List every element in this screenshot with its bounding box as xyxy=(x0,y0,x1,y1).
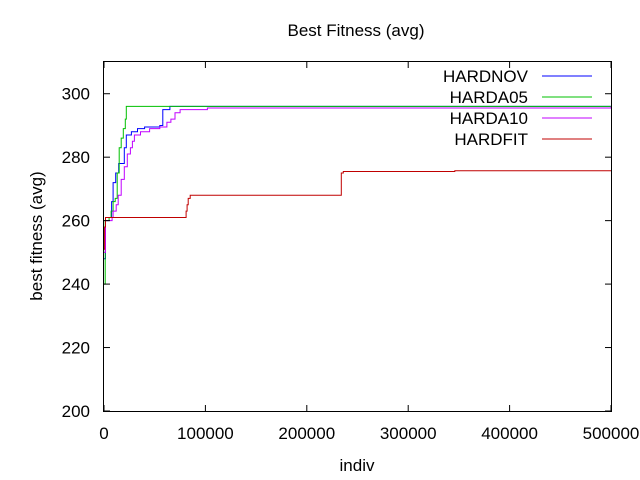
y-tick-label: 240 xyxy=(62,275,90,294)
y-tick-label: 200 xyxy=(62,402,90,421)
legend: HARDNOV HARDA05 HARDA10 HARDFIT xyxy=(443,67,592,149)
series-line-hardfit xyxy=(104,170,612,250)
legend-label: HARDA05 xyxy=(450,88,528,107)
x-tick-label: 0 xyxy=(99,424,108,443)
x-tick-label: 400000 xyxy=(481,424,538,443)
y-axis-label: best fitness (avg) xyxy=(27,171,46,300)
plot-border xyxy=(103,61,612,412)
x-axis-label: indiv xyxy=(340,456,375,475)
series-line-hardnov xyxy=(104,105,611,260)
tick-layer: 0 100000 200000 300000 400000 500000 200 220 240… xyxy=(62,62,640,443)
y-tick-label: 280 xyxy=(62,148,90,167)
x-tick-label: 200000 xyxy=(278,424,335,443)
series-layer xyxy=(104,105,612,285)
chart-title: Best Fitness (avg) xyxy=(288,21,425,40)
legend-label: HARDFIT xyxy=(454,130,528,149)
y-tick-label: 300 xyxy=(62,85,90,104)
x-tick-label: 300000 xyxy=(380,424,437,443)
legend-label: HARDNOV xyxy=(443,67,529,86)
series-line-harda05 xyxy=(104,105,611,285)
x-tick-label: 100000 xyxy=(177,424,234,443)
x-tick-label: 500000 xyxy=(583,424,640,443)
y-tick-label: 260 xyxy=(62,212,90,231)
legend-label: HARDA10 xyxy=(450,109,528,128)
y-tick-label: 220 xyxy=(62,339,90,358)
series-line-harda10 xyxy=(104,106,612,253)
